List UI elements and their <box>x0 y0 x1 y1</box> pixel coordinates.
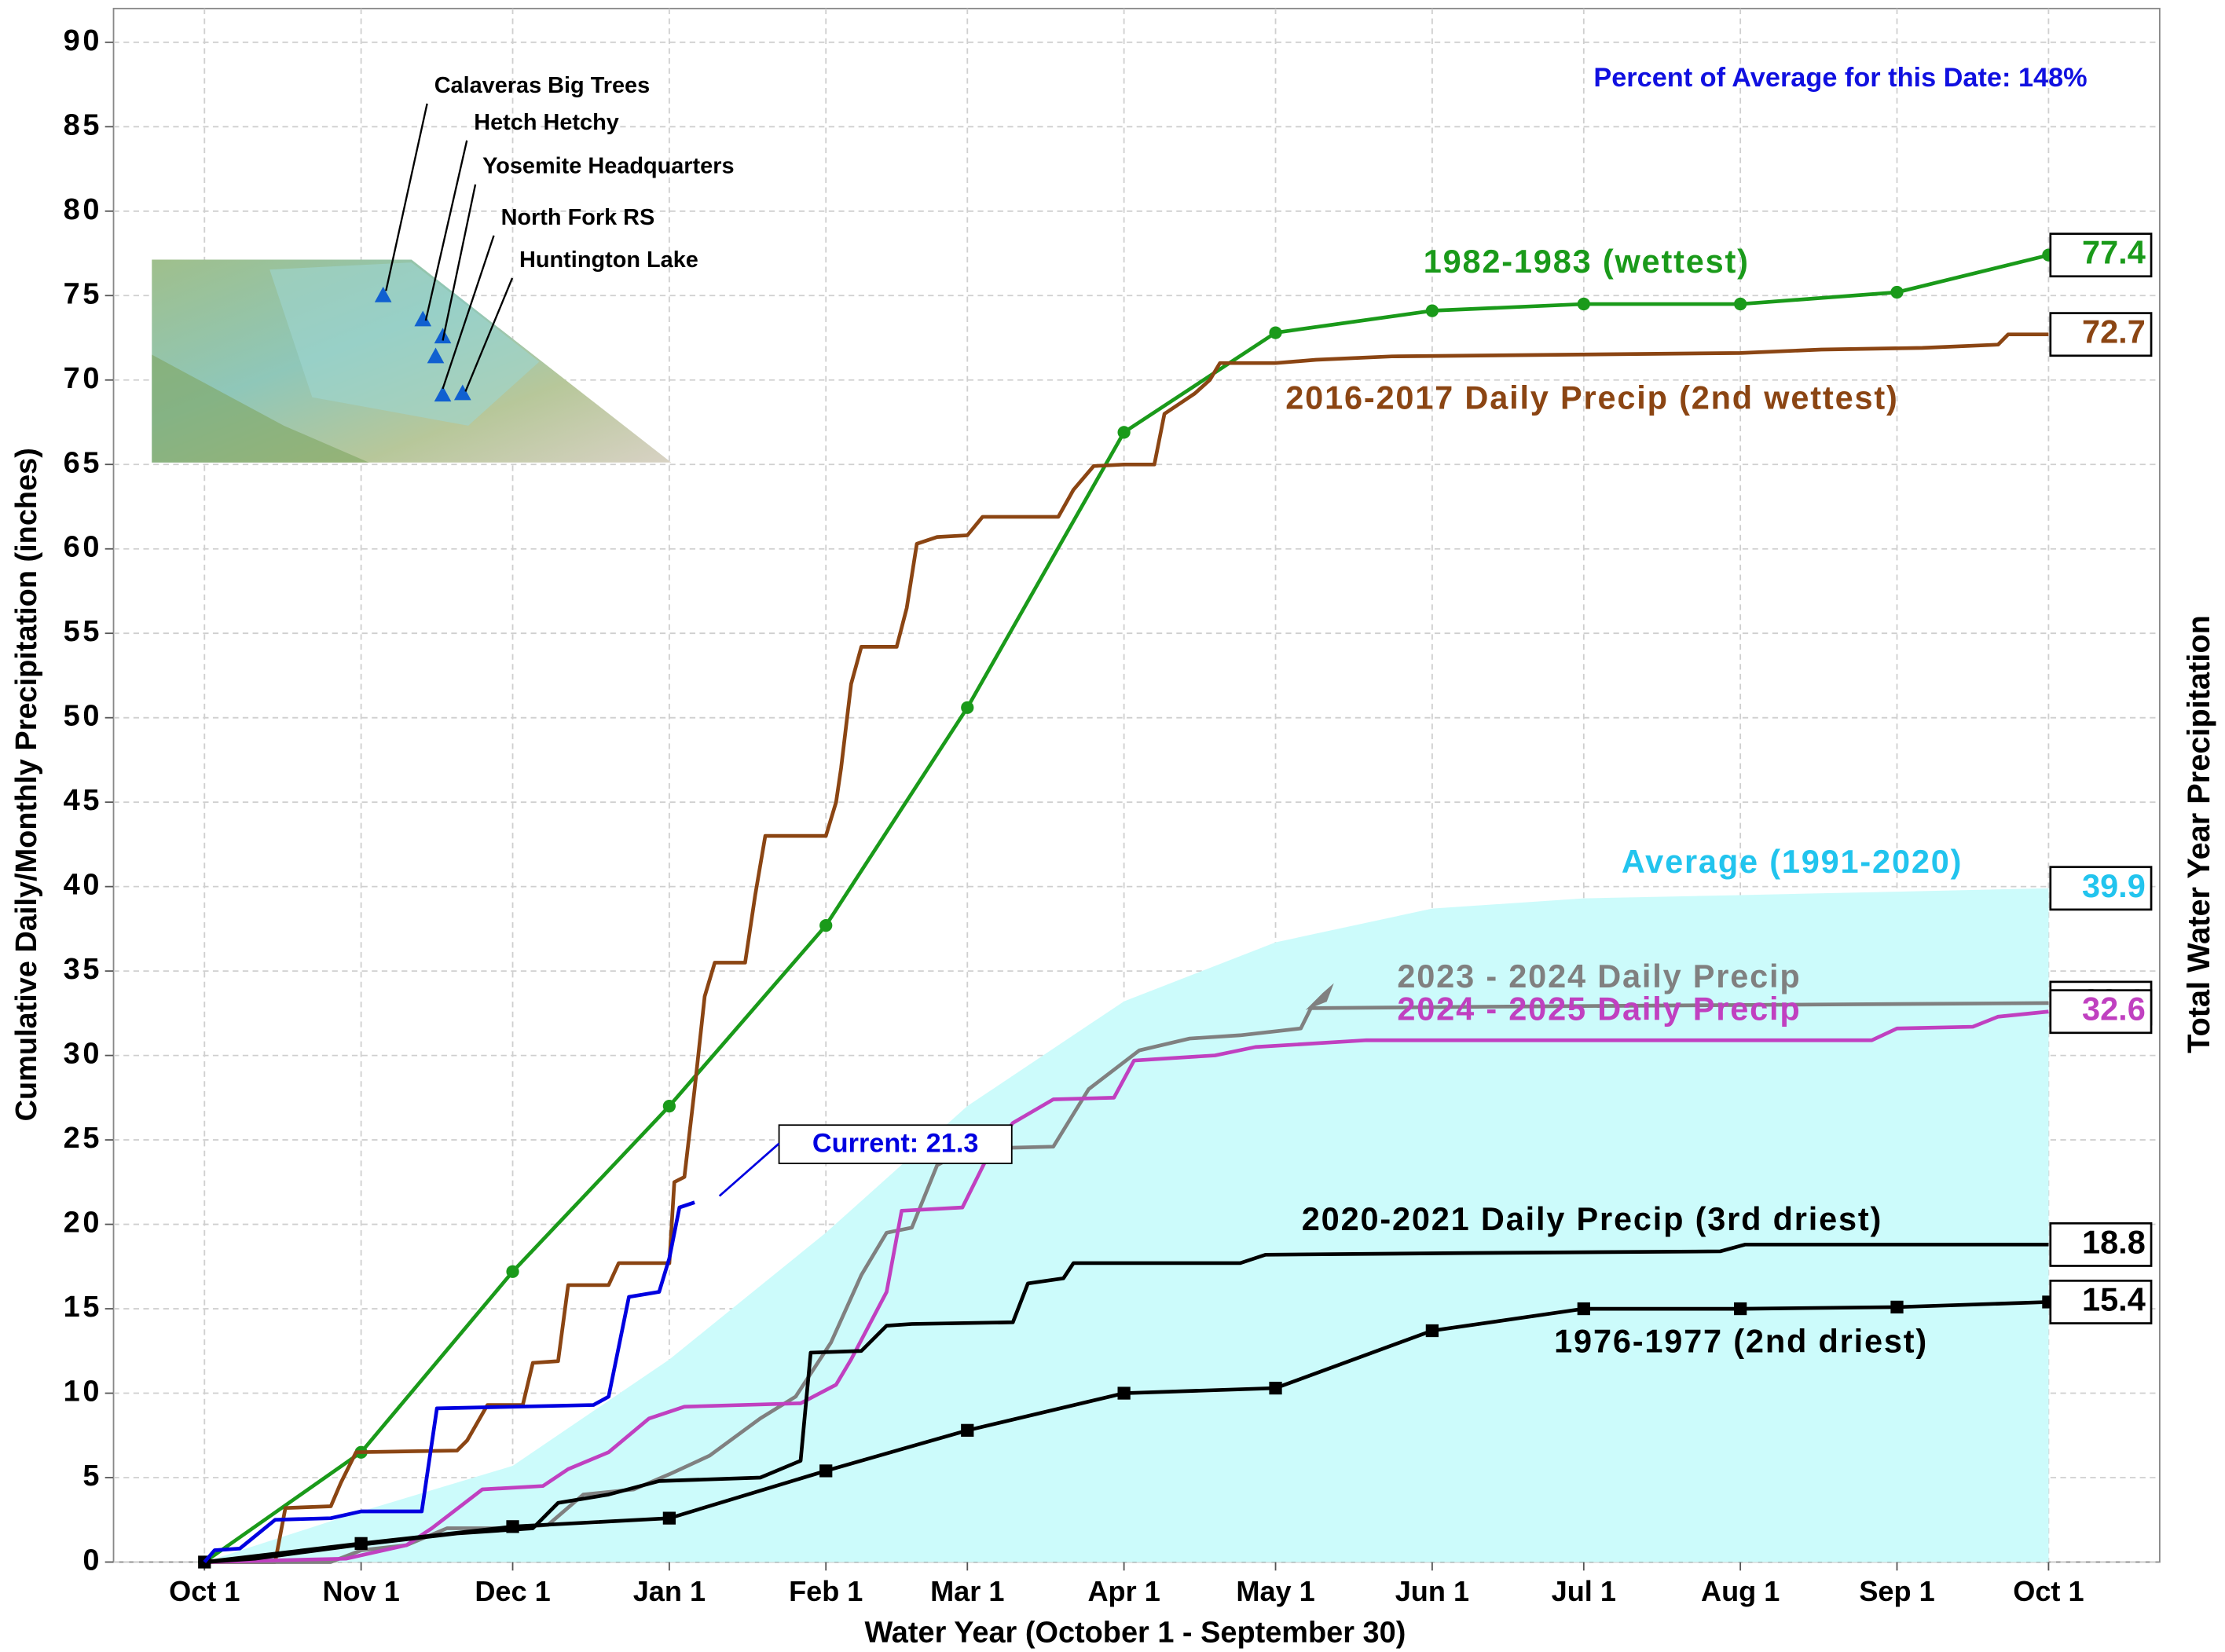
y-tick-label: 65 <box>64 446 102 479</box>
y-tick-label: 80 <box>64 193 102 226</box>
marker <box>506 1266 519 1278</box>
marker <box>1117 1386 1130 1399</box>
x-tick-label: Sep 1 <box>1859 1575 1934 1607</box>
marker <box>1269 326 1281 339</box>
value-label: 39.9 <box>2082 867 2146 904</box>
x-tick-label: Jun 1 <box>1395 1575 1469 1607</box>
series-label: 1976-1977 (2nd driest) <box>1554 1322 1928 1359</box>
marker <box>1734 1302 1747 1315</box>
marker <box>506 1520 519 1533</box>
y-tick-label: 15 <box>64 1291 102 1324</box>
x-axis-label: Water Year (October 1 - September 30) <box>864 1617 1406 1650</box>
station-label: Yosemite Headquarters <box>482 154 734 179</box>
y-tick-label: 50 <box>64 700 102 733</box>
series-label: 2020-2021 Daily Precip (3rd driest) <box>1302 1200 1882 1237</box>
marker <box>1734 298 1747 310</box>
marker <box>663 1511 676 1524</box>
y-tick-label: 0 <box>82 1544 102 1577</box>
series-label: 2023 - 2024 Daily Precip <box>1397 958 1801 994</box>
y2-axis-label: Total Water Year Precipitation <box>2182 615 2216 1053</box>
marker <box>1269 1382 1281 1394</box>
marker <box>354 1537 367 1550</box>
y-tick-label: 75 <box>64 277 102 310</box>
x-tick-label: Oct 1 <box>2013 1575 2084 1607</box>
marker <box>819 1464 832 1477</box>
value-label: 15.4 <box>2082 1280 2146 1317</box>
x-tick-label: Jul 1 <box>1552 1575 1616 1607</box>
marker <box>819 919 832 932</box>
marker <box>1890 286 1903 299</box>
x-tick-label: Aug 1 <box>1701 1575 1780 1607</box>
marker <box>1426 1324 1439 1337</box>
y-tick-label: 85 <box>64 108 102 141</box>
station-label: Huntington Lake <box>519 247 698 273</box>
marker <box>663 1100 676 1112</box>
y-tick-label: 60 <box>64 531 102 564</box>
y-axis-label: Cumulative Daily/Monthly Precipitation (… <box>10 448 43 1121</box>
y-tick-label: 5 <box>82 1460 102 1493</box>
y-tick-label: 45 <box>64 784 102 817</box>
station-label: Hetch Hetchy <box>474 110 619 135</box>
x-tick-label: Dec 1 <box>475 1575 550 1607</box>
y-tick-label: 35 <box>64 953 102 986</box>
x-tick-label: Mar 1 <box>930 1575 1004 1607</box>
series-label: 2024 - 2025 Daily Precip <box>1397 991 1801 1027</box>
station-label: Calaveras Big Trees <box>434 73 650 98</box>
percent-annotation: Percent of Average for this Date: 148% <box>1593 63 2087 93</box>
series-label: Average (1991-2020) <box>1622 843 1963 880</box>
x-tick-label: Feb 1 <box>789 1575 863 1607</box>
value-label: 77.4 <box>2082 234 2146 271</box>
y-tick-label: 30 <box>64 1038 102 1071</box>
marker <box>1578 1302 1590 1315</box>
y-tick-label: 40 <box>64 869 102 902</box>
value-label: 32.6 <box>2082 991 2146 1027</box>
marker <box>961 1424 973 1437</box>
current-annotation: Current: 21.3 <box>812 1129 979 1159</box>
y-tick-label: 10 <box>64 1375 102 1408</box>
value-label: 18.8 <box>2082 1223 2146 1260</box>
y-tick-label: 90 <box>64 24 102 57</box>
marker <box>1890 1301 1903 1313</box>
y-tick-label: 55 <box>64 615 102 648</box>
value-label: 72.7 <box>2082 313 2146 350</box>
marker <box>961 701 973 714</box>
y-tick-label: 25 <box>64 1122 102 1155</box>
marker <box>1578 298 1590 310</box>
x-tick-label: May 1 <box>1236 1575 1314 1607</box>
y-tick-label: 70 <box>64 362 102 395</box>
x-tick-label: Jan 1 <box>633 1575 706 1607</box>
x-tick-label: Apr 1 <box>1087 1575 1160 1607</box>
series-label: 2016-2017 Daily Precip (2nd wettest) <box>1285 379 1898 416</box>
station-label: North Fork RS <box>501 205 655 230</box>
y-tick-label: 20 <box>64 1207 102 1240</box>
marker <box>1117 426 1130 438</box>
chart: Calaveras Big Trees Hetch Hetchy Yosemite … <box>0 0 2225 1652</box>
x-tick-label: Oct 1 <box>169 1575 240 1607</box>
x-tick-label: Nov 1 <box>322 1575 399 1607</box>
series-label: 1982-1983 (wettest) <box>1424 243 1750 280</box>
marker <box>1426 304 1439 317</box>
